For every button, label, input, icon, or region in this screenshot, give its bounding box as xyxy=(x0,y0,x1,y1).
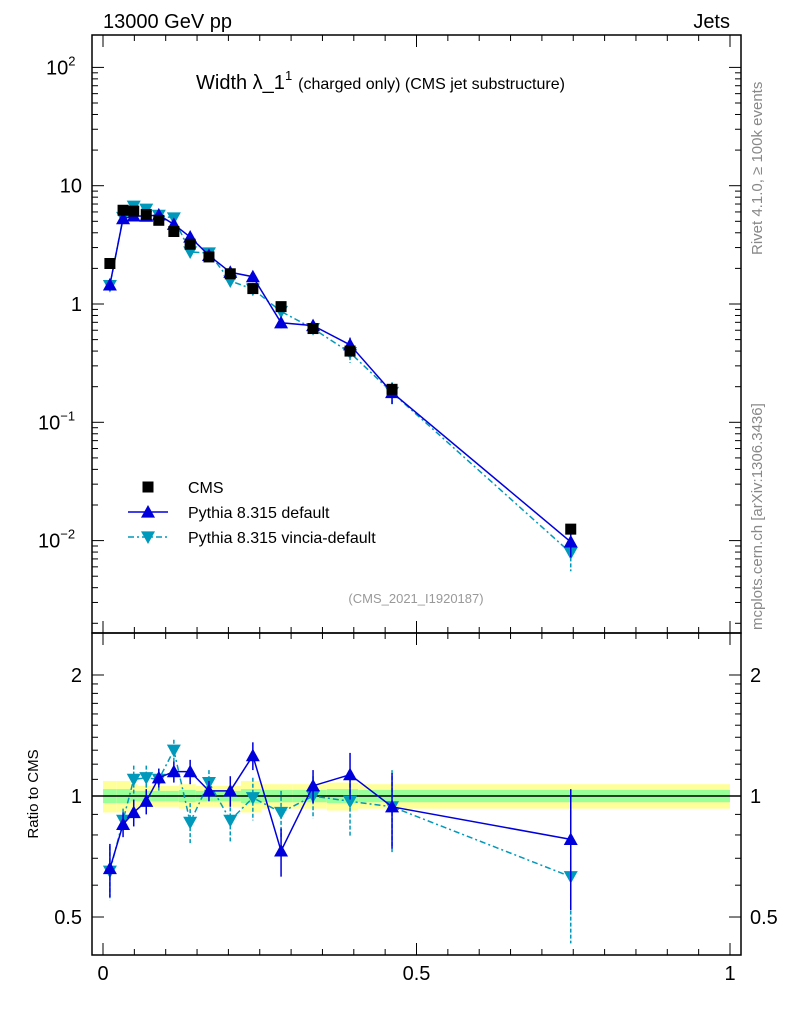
cms-data-point xyxy=(140,209,152,221)
pythia-vincia-point xyxy=(274,806,289,820)
pythia-default-point xyxy=(343,767,358,781)
y-tick-label: 10−1 xyxy=(38,408,75,434)
header-right: Jets xyxy=(693,11,730,33)
ratio-y-tick-label-right: 1 xyxy=(750,786,761,808)
pythia-default-point xyxy=(245,269,260,283)
cms-data-point xyxy=(142,481,154,493)
pythia-default-point xyxy=(274,843,289,857)
pythia-vincia-point xyxy=(223,814,238,828)
y-tick-label: 10−2 xyxy=(38,527,75,553)
pythia-vincia-point xyxy=(245,792,260,805)
ratio-y-tick-label-right: 0.5 xyxy=(750,907,778,929)
pythia-default-point xyxy=(183,764,198,778)
pythia-default-point xyxy=(563,832,578,845)
ratio-y-tick-label-right: 2 xyxy=(750,665,761,687)
pythia-default-point xyxy=(102,277,117,291)
cms-data-point xyxy=(184,238,196,250)
pythia-default-point xyxy=(151,770,166,784)
pythia-default-point xyxy=(166,764,181,778)
y-tick-label: 102 xyxy=(46,53,75,79)
y-tick-label: 1 xyxy=(71,294,82,316)
x-tick-label: 0 xyxy=(97,963,108,985)
pythia-default-point xyxy=(245,748,260,762)
ratio-y-tick-label: 0.5 xyxy=(54,907,82,929)
pythia-default-point xyxy=(223,783,238,797)
cms-data-point xyxy=(275,301,287,313)
pythia-default-point xyxy=(274,315,289,329)
pythia-default-point xyxy=(116,817,131,830)
pythia-vincia-point xyxy=(141,531,155,544)
pythia-default-point xyxy=(126,805,141,819)
cms-data-point xyxy=(307,323,319,335)
pythia-vincia-point xyxy=(343,795,358,809)
header-left: 13000 GeV pp xyxy=(103,11,232,33)
cms-data-point xyxy=(104,257,116,269)
cms-data-point xyxy=(153,214,165,226)
pythia-default-point xyxy=(563,534,578,548)
ratio-y-tick-label: 1 xyxy=(71,786,82,808)
cms-data-point xyxy=(168,226,180,238)
pythia-vincia-line xyxy=(109,205,572,554)
legend-label: CMS xyxy=(188,480,224,497)
pythia-default-point xyxy=(306,778,321,792)
pythia-default-point xyxy=(201,783,216,797)
pythia-vincia-point xyxy=(166,744,181,758)
y-tick-exponent: 2 xyxy=(68,53,75,68)
legend-label: Pythia 8.315 default xyxy=(188,505,330,522)
analysis-tag: (CMS_2021_I1920187) xyxy=(348,591,483,606)
ratio-y-tick-label: 2 xyxy=(71,665,82,687)
chart-title: Width λ_11(charged only) (CMS jet substr… xyxy=(196,68,565,94)
cms-data-point xyxy=(247,283,259,295)
pythia-default-ratio-line xyxy=(109,753,571,869)
pythia-vincia-point xyxy=(139,772,154,785)
x-tick-label: 1 xyxy=(724,963,735,985)
side-label-bottom: mcplots.cern.ch [arXiv:1306.3436] xyxy=(749,403,766,630)
cms-data-point xyxy=(128,205,140,217)
cms-data-point xyxy=(203,251,215,263)
pythia-default-point xyxy=(385,799,400,813)
pythia-default-line xyxy=(109,214,572,543)
cms-data-point xyxy=(565,523,577,535)
legend: CMS Pythia 8.315 default Pythia 8.315 vinc… xyxy=(128,480,376,547)
pythia-default-point xyxy=(102,861,117,875)
pythia-default-point xyxy=(141,505,155,518)
y-tick-label: 10 xyxy=(60,176,82,198)
cms-data-point xyxy=(386,383,398,395)
pythia-default-point xyxy=(116,211,131,225)
side-label-top: Rivet 4.1.0, ≥ 100k events xyxy=(749,82,766,255)
pythia-default-point xyxy=(139,794,154,807)
pythia-vincia-point xyxy=(126,773,141,787)
x-tick-label: 0.5 xyxy=(403,963,431,985)
cms-data-point xyxy=(117,204,129,216)
cms-data-point xyxy=(344,345,356,357)
y-tick-exponent: −1 xyxy=(60,408,75,423)
y-tick-exponent: −2 xyxy=(60,527,75,542)
legend-label: Pythia 8.315 vincia-default xyxy=(188,530,376,547)
ratio-ylabel: Ratio to CMS xyxy=(25,749,42,838)
pythia-vincia-point xyxy=(183,816,198,830)
cms-data-point xyxy=(224,268,236,280)
pythia-vincia-ratio-line xyxy=(109,748,572,878)
